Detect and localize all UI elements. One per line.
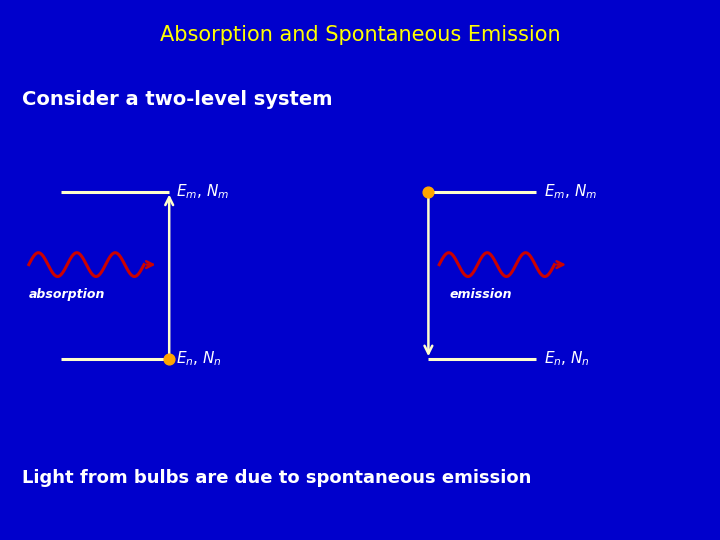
Text: $E_n$, $N_n$: $E_n$, $N_n$ — [544, 350, 590, 368]
Text: $E_m$, $N_m$: $E_m$, $N_m$ — [544, 183, 597, 201]
Text: $E_m$, $N_m$: $E_m$, $N_m$ — [176, 183, 230, 201]
Text: emission: emission — [450, 288, 513, 301]
Text: absorption: absorption — [29, 288, 105, 301]
Text: Consider a two-level system: Consider a two-level system — [22, 90, 332, 110]
Text: Absorption and Spontaneous Emission: Absorption and Spontaneous Emission — [160, 25, 560, 45]
Text: $E_n$, $N_n$: $E_n$, $N_n$ — [176, 350, 222, 368]
Point — [423, 187, 434, 196]
Point — [163, 355, 175, 363]
Text: Light from bulbs are due to spontaneous emission: Light from bulbs are due to spontaneous … — [22, 469, 531, 487]
